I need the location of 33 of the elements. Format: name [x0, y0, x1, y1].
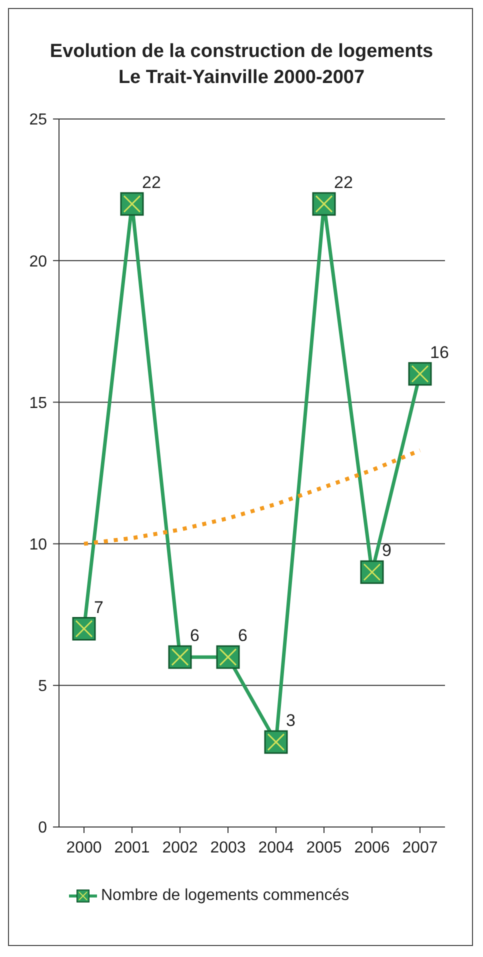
data-label: 6 [190, 626, 200, 646]
data-label: 16 [430, 342, 449, 362]
x-tick-label: 2003 [210, 839, 246, 856]
data-label: 3 [286, 711, 296, 730]
point [216, 645, 240, 669]
x-tick-label: 2002 [162, 839, 198, 856]
point [408, 362, 432, 386]
y-tick-label: 15 [29, 394, 48, 412]
data-label: 6 [238, 626, 248, 646]
data-label: 22 [142, 172, 161, 192]
x-tick-label: 2000 [66, 839, 102, 856]
x-tick-label: 2001 [114, 839, 150, 856]
chart-title: Evolution de la construction de logements Le Trait-Yainville 2000-2007 [48, 40, 434, 90]
y-tick-label: 25 [29, 112, 48, 129]
y-tick-label: 20 [29, 253, 48, 270]
point [120, 192, 144, 216]
y-tick-label: 0 [38, 820, 48, 837]
point [264, 730, 288, 754]
x-tick-label: 2005 [306, 839, 342, 856]
x-tick-label: 2004 [258, 839, 294, 856]
data-label: 22 [334, 172, 353, 192]
data-label: 7 [94, 598, 104, 617]
line-series [82, 448, 422, 546]
point [360, 560, 384, 584]
data-label: 9 [382, 541, 392, 560]
legend-label: Nombre de logements commencés [101, 887, 350, 905]
point [72, 617, 96, 641]
point [168, 645, 192, 669]
x-tick-label: 2006 [354, 839, 390, 856]
y-tick-label: 5 [38, 678, 48, 696]
point [312, 192, 336, 216]
y-tick-label: 10 [29, 536, 48, 554]
x-tick-label: 2007 [402, 839, 438, 856]
